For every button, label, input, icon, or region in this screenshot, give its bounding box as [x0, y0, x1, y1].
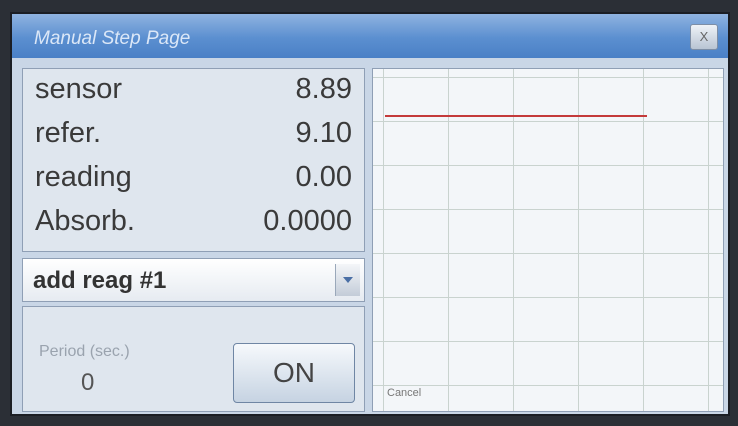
close-button[interactable]: X: [690, 24, 718, 50]
reading-label: sensor: [35, 73, 122, 106]
period-label: Period (sec.): [39, 343, 130, 361]
on-button[interactable]: ON: [233, 343, 355, 403]
readings-panel: sensor 8.89 refer. 9.10 reading 0.00 Absorb. 0.…: [22, 68, 365, 252]
window-title: Manual Step Page: [34, 28, 190, 50]
plot-area: Cancel: [372, 68, 724, 412]
dropdown-text: add reag #1: [33, 267, 166, 295]
plot-line: [385, 115, 647, 117]
reading-row: Absorb. 0.0000: [35, 205, 352, 245]
reading-label: reading: [35, 161, 132, 194]
page: {"window": {"title": "Manual Step Page",…: [0, 0, 738, 426]
reading-value: 0.0000: [263, 205, 352, 238]
reading-row: refer. 9.10: [35, 117, 352, 157]
title-bar: Manual Step Page X: [12, 14, 728, 58]
reading-row: reading 0.00: [35, 161, 352, 201]
reading-value: 0.00: [296, 161, 352, 194]
reading-label: refer.: [35, 117, 101, 150]
reading-value: 8.89: [296, 73, 352, 106]
period-value: 0: [81, 369, 94, 397]
reagent-dropdown[interactable]: add reag #1: [22, 258, 365, 302]
reading-label: Absorb.: [35, 205, 135, 238]
period-panel: Period (sec.) 0 ON: [22, 306, 365, 412]
cancel-label[interactable]: Cancel: [387, 387, 421, 399]
reading-value: 9.10: [296, 117, 352, 150]
dropdown-arrow[interactable]: [335, 264, 360, 296]
reading-row: sensor 8.89: [35, 73, 352, 113]
